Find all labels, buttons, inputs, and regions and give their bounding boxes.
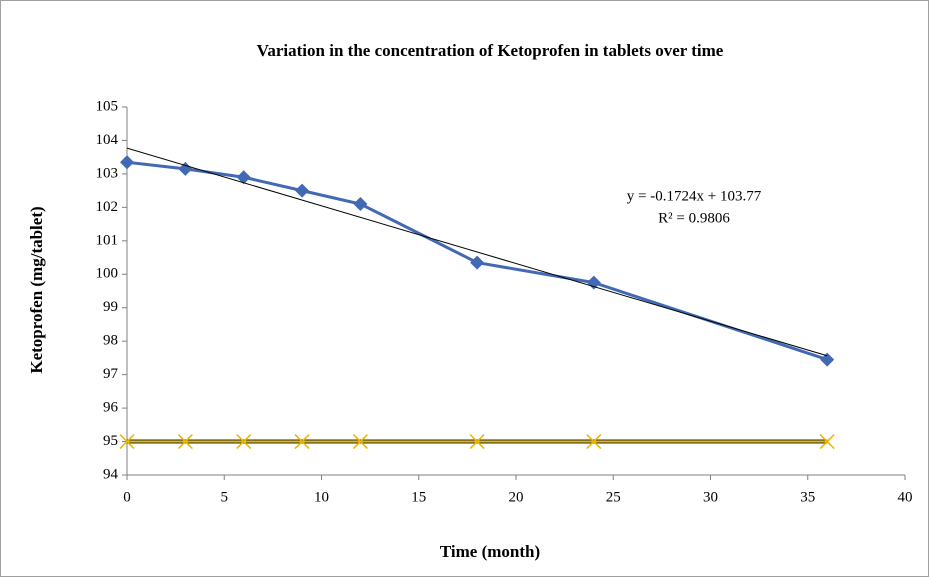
x-tick-label: 25: [606, 489, 621, 505]
y-tick-label: 100: [96, 266, 119, 282]
y-tick-label: 97: [103, 366, 119, 382]
marker: [236, 434, 252, 450]
y-axis-label: Ketoprofen (mg/tablet): [27, 206, 46, 373]
marker: [470, 255, 485, 270]
y-tick-label: 103: [96, 165, 119, 181]
marker: [294, 434, 310, 450]
marker: [820, 352, 835, 367]
chart-title: Variation in the concentration of Ketopr…: [257, 41, 724, 60]
y-tick-label: 98: [103, 333, 118, 349]
marker: [352, 434, 368, 450]
y-tick-label: 95: [103, 433, 118, 449]
marker: [819, 434, 835, 450]
marker: [120, 155, 134, 170]
x-tick-label: 5: [221, 489, 229, 505]
marker: [469, 434, 485, 450]
x-tick-label: 10: [314, 489, 329, 505]
x-axis-label: Time (month): [440, 542, 540, 561]
y-tick-label: 99: [103, 299, 118, 315]
marker: [353, 197, 368, 212]
annotation: R² = 0.9806: [658, 210, 730, 226]
marker: [586, 275, 601, 290]
y-tick-label: 96: [103, 400, 119, 416]
y-tick-label: 105: [96, 98, 119, 114]
y-tick-label: 102: [96, 199, 119, 215]
x-tick-label: 0: [123, 489, 131, 505]
marker: [178, 161, 193, 176]
y-tick-label: 94: [103, 466, 119, 482]
x-tick-label: 20: [509, 489, 524, 505]
annotation: y = -0.1724x + 103.77: [627, 188, 762, 204]
trendline: [126, 147, 828, 357]
series-line: [126, 160, 828, 362]
marker: [236, 170, 251, 185]
x-tick-label: 40: [898, 489, 913, 505]
marker: [177, 434, 193, 450]
marker: [586, 434, 602, 450]
y-tick-label: 104: [96, 132, 119, 148]
marker: [119, 434, 135, 450]
y-tick-label: 101: [96, 232, 119, 248]
x-tick-label: 35: [800, 489, 815, 505]
marker: [295, 183, 310, 198]
x-tick-label: 15: [411, 489, 426, 505]
x-tick-label: 30: [703, 489, 718, 505]
